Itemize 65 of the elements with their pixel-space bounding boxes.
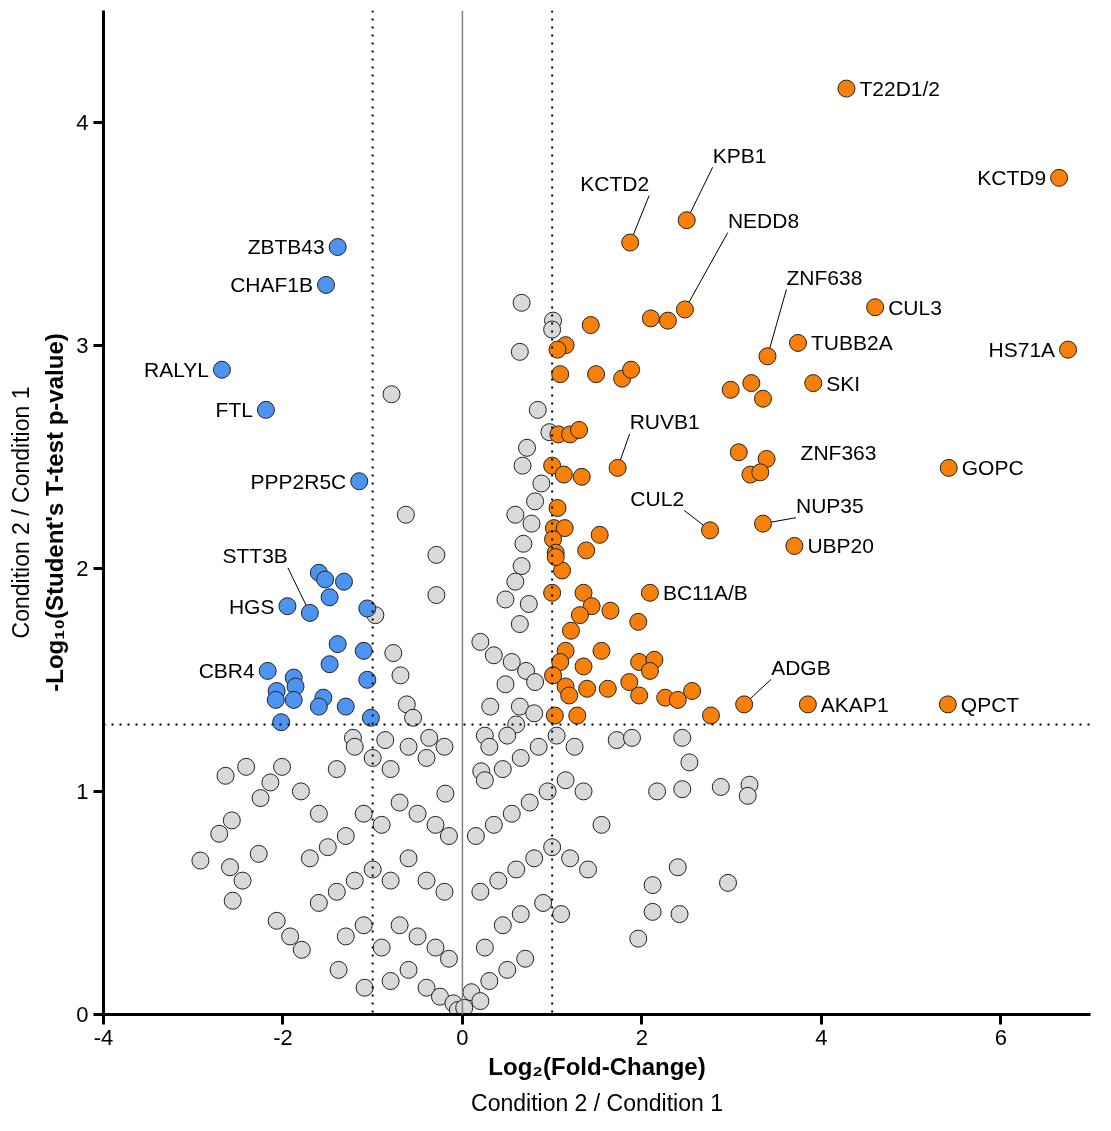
annotation: ZBTB43: [247, 235, 325, 259]
point: [258, 661, 277, 680]
annotation: QPCT: [960, 692, 1020, 716]
point: [320, 655, 339, 674]
point: [309, 697, 328, 716]
point: [354, 641, 373, 660]
x-tick-label: -4: [93, 1024, 114, 1050]
point: [256, 400, 275, 419]
annotation: ZNF363: [800, 441, 877, 465]
y-tick-label: 2: [76, 555, 89, 581]
annotation: KCTD9: [977, 166, 1047, 190]
annotation: CUL3: [888, 295, 942, 319]
text: Condition 2 / Condition 1: [471, 1089, 723, 1116]
x-tick-label: 2: [635, 1024, 648, 1050]
annotation: AKAP1: [820, 692, 889, 716]
y-tick-label: 0: [76, 1002, 89, 1027]
point: [316, 570, 335, 589]
x-tick-label: -2: [273, 1024, 293, 1050]
annotation: PPP2R5C: [250, 469, 347, 493]
point: [278, 597, 297, 616]
annotation: BC11A/B: [662, 581, 748, 605]
annotation: RALYL: [143, 358, 209, 382]
point: [334, 572, 353, 591]
annotation: KCTD2: [580, 172, 650, 196]
annotation: STT3B: [222, 544, 288, 568]
annotation: T22D1/2: [859, 77, 940, 101]
point: [266, 690, 285, 709]
annotation: ADGB: [771, 655, 831, 679]
point: [350, 472, 369, 491]
annotation: ZNF638: [786, 265, 863, 289]
point: [317, 275, 336, 294]
annotation: HGS: [228, 594, 275, 618]
point: [358, 599, 377, 618]
point: [336, 697, 355, 716]
text: Condition 2 / Condition 1: [7, 386, 34, 639]
annotation: GOPC: [961, 456, 1024, 480]
annotation: RUVB1: [629, 410, 700, 434]
y-axis-title: -Log₁₀(Student's T-test p-value): [41, 333, 69, 692]
point: [212, 360, 231, 379]
x-tick-label: 6: [994, 1024, 1007, 1050]
x-axis-title: Log₂(Fold-Change): [488, 1052, 706, 1080]
annotation: CUL2: [630, 486, 685, 510]
annotation: UBP20: [807, 534, 874, 558]
annotation: NUP35: [796, 494, 864, 518]
annotation: CBR4: [198, 659, 256, 683]
point: [272, 713, 291, 732]
point: [284, 690, 303, 709]
annotation: TUBB2A: [810, 331, 893, 355]
annotation: NEDD8: [727, 208, 800, 232]
x-tick-label: 4: [815, 1024, 828, 1050]
annotation: CHAF1B: [230, 273, 314, 297]
annotation: FTL: [215, 398, 253, 422]
point: [320, 588, 339, 607]
annotation: KPB1: [712, 143, 767, 167]
point: [361, 708, 380, 727]
point: [358, 670, 377, 689]
point: [300, 603, 319, 622]
annotation: SKI: [826, 371, 861, 395]
y-tick-label: 3: [76, 332, 89, 358]
annotation: HS71A: [988, 338, 1056, 362]
x-tick-label: 0: [456, 1024, 469, 1050]
y-tick-label: 4: [76, 109, 89, 135]
point: [328, 238, 347, 256]
y-tick-label: 1: [76, 778, 89, 804]
point: [328, 635, 347, 654]
